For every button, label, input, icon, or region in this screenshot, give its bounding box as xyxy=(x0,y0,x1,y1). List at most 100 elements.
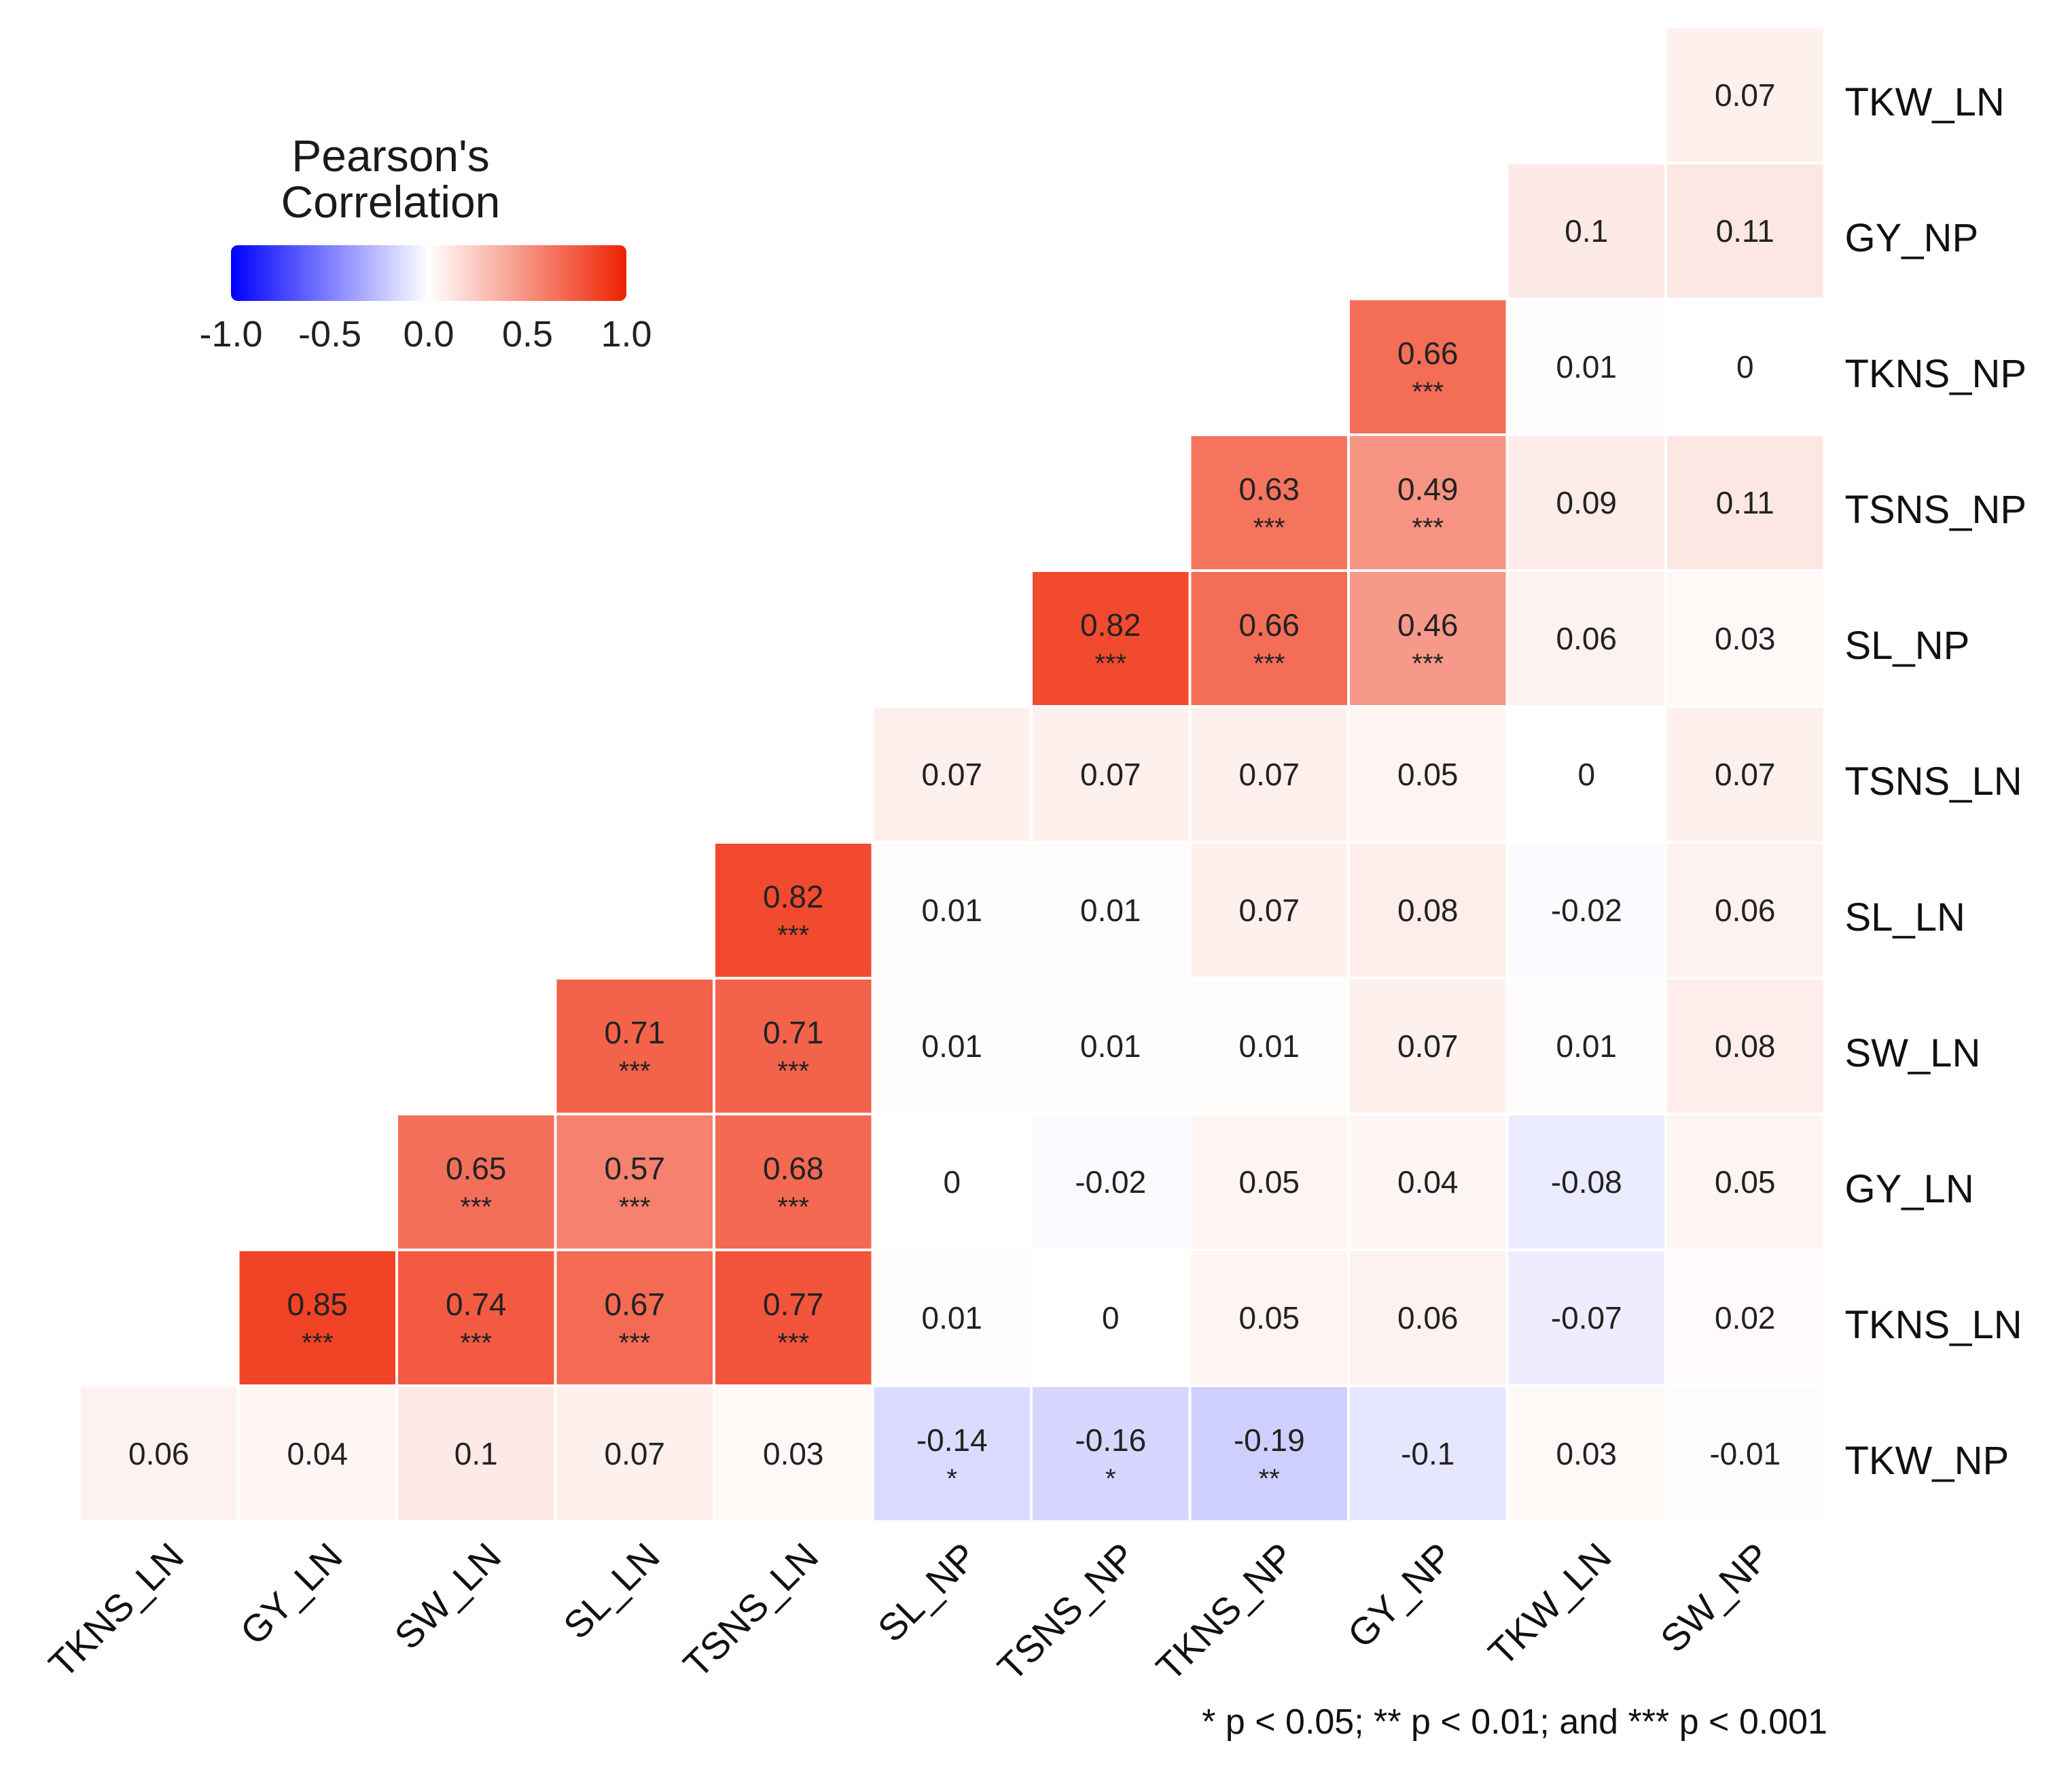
cell-rect xyxy=(1505,841,1667,980)
heatmap-cell: 0.05 xyxy=(1188,1113,1350,1251)
heatmap-cell: 0.11 xyxy=(1664,162,1826,300)
cell-value-label: 0.11 xyxy=(1716,485,1774,520)
heatmap-cell: 0.71 *** xyxy=(554,977,715,1115)
cell-rect xyxy=(1030,1384,1192,1523)
cell-significance-label: *** xyxy=(777,1056,809,1086)
cell-significance-label: *** xyxy=(1412,377,1444,407)
heatmap-cell: 0.08 xyxy=(1347,841,1509,980)
cell-value-label: 0.07 xyxy=(1238,757,1300,792)
heatmap-cell: 0.57 *** xyxy=(554,1113,715,1251)
heatmap-cell: 0.09 xyxy=(1505,433,1667,572)
cell-value-label: 0.01 xyxy=(921,1028,982,1064)
heatmap-cell: -0.02 xyxy=(1030,1113,1192,1251)
cell-rect xyxy=(1347,1384,1509,1523)
cell-rect xyxy=(713,977,874,1115)
legend-tick-label: -1.0 xyxy=(199,314,263,355)
cell-value-label: 0.49 xyxy=(1397,471,1459,507)
cell-value-label: 0.06 xyxy=(1556,621,1617,656)
legend-ticks: -1.0 -0.5 0.0 0.5 1.0 xyxy=(177,313,652,361)
heatmap-cell: 0.66 *** xyxy=(1188,569,1350,708)
significance-footnote: * p < 0.05; ** p < 0.01; and *** p < 0.0… xyxy=(1202,1702,1827,1742)
cell-rect xyxy=(554,1384,715,1523)
cell-value-label: 0.05 xyxy=(1238,1164,1300,1200)
cell-value-label: 0.71 xyxy=(763,1015,824,1050)
cell-value-label: 0.85 xyxy=(287,1287,348,1322)
heatmap-cell: 0.07 xyxy=(1188,841,1350,980)
cell-value-label: 0.08 xyxy=(1715,1028,1776,1064)
heatmap-cell: 0.03 xyxy=(713,1384,874,1523)
cell-value-label: 0.04 xyxy=(1397,1164,1459,1200)
heatmap-cell: 0.49 *** xyxy=(1347,433,1509,572)
cell-value-label: 0.02 xyxy=(1715,1300,1776,1335)
heatmap-cell: 0 xyxy=(1664,298,1826,436)
cell-value-label: 0.07 xyxy=(1238,893,1300,928)
cell-value-label: 0.1 xyxy=(1565,213,1608,249)
cell-rect xyxy=(554,977,715,1115)
cell-value-label: -0.07 xyxy=(1551,1300,1622,1335)
cell-rect xyxy=(1030,569,1192,708)
cell-value-label: 0.05 xyxy=(1238,1300,1300,1335)
heatmap-cell: 0.07 xyxy=(1664,26,1826,164)
cell-value-label: 0.82 xyxy=(763,879,824,914)
cell-value-label: 0.08 xyxy=(1397,893,1459,928)
y-tick-label: TSNS_NP xyxy=(1845,488,2027,532)
cell-value-label: 0.11 xyxy=(1716,213,1774,249)
x-tick-label: SW_NP xyxy=(1652,1535,1778,1660)
cell-rect xyxy=(1347,1249,1509,1387)
heatmap-cell: 0.01 xyxy=(1505,977,1667,1115)
legend-tick-label: 0.0 xyxy=(403,314,454,355)
heatmap-cell: 0.01 xyxy=(1030,841,1192,980)
heatmap-cell: 0.07 xyxy=(1188,705,1350,844)
cell-value-label: 0 xyxy=(1736,349,1754,384)
heatmap-cell: 0.05 xyxy=(1188,1249,1350,1387)
x-tick-label: TKNS_NP xyxy=(1148,1535,1302,1689)
cell-value-label: 0.57 xyxy=(604,1151,665,1186)
cell-significance-label: *** xyxy=(1094,649,1126,679)
x-tick-label: TSNS_NP xyxy=(989,1535,1143,1689)
cell-value-label: 0.01 xyxy=(1238,1028,1300,1064)
x-tick-label: TSNS_LN xyxy=(675,1535,826,1686)
heatmap-cell: 0.46 *** xyxy=(1347,569,1509,708)
cell-value-label: 0.77 xyxy=(763,1287,824,1322)
cell-rect xyxy=(1505,162,1667,300)
heatmap-cell: 0.05 xyxy=(1347,705,1509,844)
x-tick-label: SL_LN xyxy=(555,1535,668,1647)
x-tick-label: GY_NP xyxy=(1339,1535,1461,1656)
cell-rect xyxy=(1188,841,1350,980)
cell-value-label: 0.07 xyxy=(1715,77,1776,113)
cell-rect xyxy=(1664,1384,1826,1523)
y-tick-label: SL_NP xyxy=(1845,624,1970,668)
heatmap-cell: 0.1 xyxy=(1505,162,1667,300)
heatmap-cell: -0.01 xyxy=(1664,1384,1826,1523)
cell-rect xyxy=(1030,1113,1192,1251)
cell-value-label: 0.06 xyxy=(1397,1300,1459,1335)
heatmap-cell: 0.65 *** xyxy=(395,1113,557,1251)
heatmap-cell: 0 xyxy=(1505,705,1667,844)
cell-value-label: 0 xyxy=(943,1164,961,1200)
heatmap-cell: 0.07 xyxy=(554,1384,715,1523)
cell-rect xyxy=(395,1113,557,1251)
cell-significance-label: *** xyxy=(619,1192,651,1222)
heatmap-cell: 0.82 *** xyxy=(713,841,874,980)
heatmap-cell: 0.67 *** xyxy=(554,1249,715,1387)
heatmap-cell: 0.06 xyxy=(78,1384,240,1523)
cell-significance-label: *** xyxy=(460,1328,492,1358)
heatmap-cell: 0.08 xyxy=(1664,977,1826,1115)
x-tick-label: SW_LN xyxy=(386,1535,509,1657)
cell-rect xyxy=(1664,705,1826,844)
cell-value-label: 0.03 xyxy=(1715,621,1776,656)
cell-significance-label: *** xyxy=(1253,649,1285,679)
cell-value-label: 0.05 xyxy=(1715,1164,1776,1200)
cell-value-label: 0.67 xyxy=(604,1287,665,1322)
heatmap-cell: 0.06 xyxy=(1505,569,1667,708)
x-axis-labels: TKNS_LN GY_LN SW_LN SL_LN TSNS_LN SL_NP TSNS_N… xyxy=(40,1535,1778,1689)
heatmap-cell: 0.01 xyxy=(871,1249,1033,1387)
cell-value-label: 0.01 xyxy=(1556,1028,1617,1064)
cell-value-label: 0.01 xyxy=(1080,1028,1141,1064)
heatmap-cell: -0.08 xyxy=(1505,1113,1667,1251)
cell-value-label: 0 xyxy=(1102,1300,1120,1335)
cell-rect xyxy=(713,1113,874,1251)
cell-rect xyxy=(236,1384,398,1523)
cell-value-label: -0.02 xyxy=(1551,893,1622,928)
